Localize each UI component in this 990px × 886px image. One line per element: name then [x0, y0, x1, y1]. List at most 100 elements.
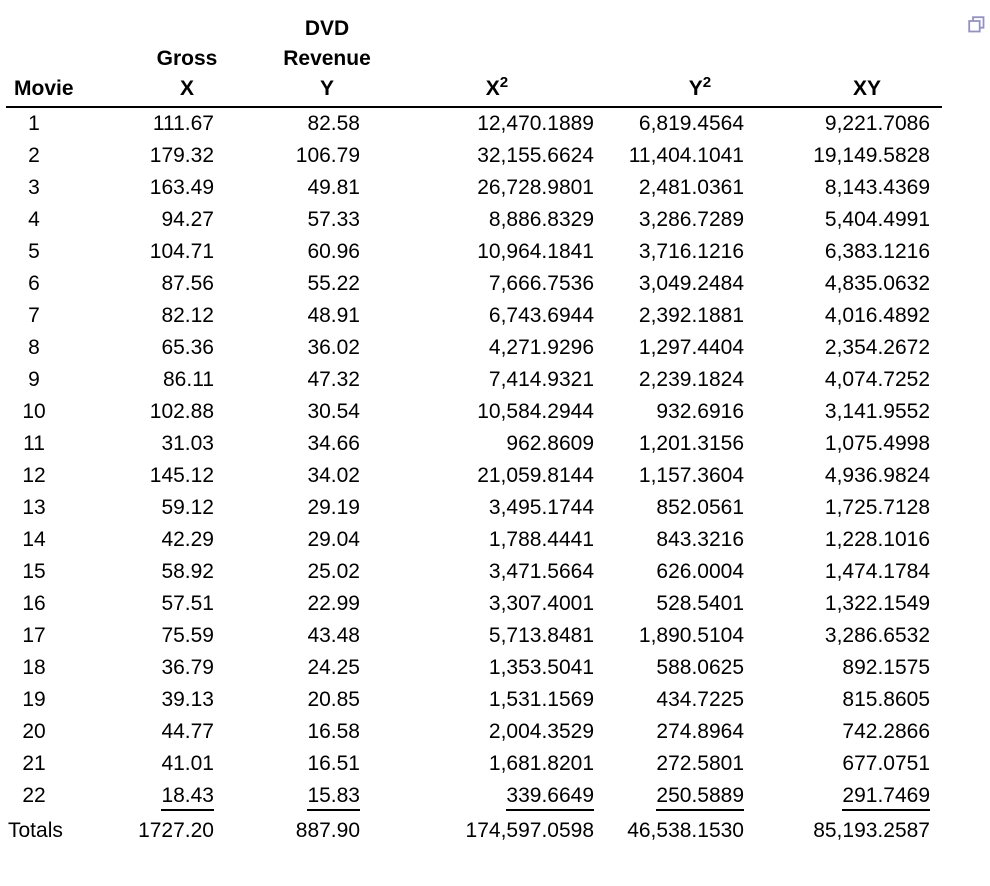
cell-value: 14 [22, 528, 46, 551]
cell-value: 57.51 [161, 592, 214, 615]
movie-number-cell: 9 [6, 364, 98, 396]
cell-value: 30.54 [307, 400, 360, 423]
x-squared-sup: 2 [499, 74, 509, 91]
totals-xy-value: 85,193.2587 [813, 819, 930, 842]
cell-value: 932.6916 [656, 400, 744, 423]
movie-number-cell: 3 [6, 172, 98, 204]
cell-value: 36.02 [307, 336, 360, 359]
cell-value: 18.43 [161, 782, 214, 811]
value-cell: 6,743.6944 [372, 300, 606, 332]
cell-value: 16.51 [307, 752, 360, 775]
value-cell: 20.85 [226, 684, 372, 716]
movie-number-cell: 12 [6, 460, 98, 492]
cell-value: 6,819.4564 [638, 112, 744, 135]
header-spacer [98, 14, 226, 44]
cell-value: 1,297.4404 [638, 336, 744, 359]
value-cell: 43.48 [226, 620, 372, 652]
col-header-y: Y [226, 74, 372, 108]
value-cell: 742.2866 [756, 716, 942, 748]
cell-value: 4,271.9296 [488, 336, 594, 359]
cell-value: 111.67 [152, 112, 214, 135]
cell-value: 8,886.8329 [488, 208, 594, 231]
cell-value: 12,470.1889 [477, 112, 594, 135]
cell-value: 10 [22, 400, 46, 423]
value-cell: 82.12 [98, 300, 226, 332]
value-cell: 34.66 [226, 428, 372, 460]
movie-number-cell: 13 [6, 492, 98, 524]
value-cell: 94.27 [98, 204, 226, 236]
cell-value: 19,149.5828 [813, 144, 930, 167]
value-cell: 39.13 [98, 684, 226, 716]
cell-value: 1,157.3604 [638, 464, 744, 487]
cell-value: 34.66 [307, 432, 360, 455]
table-row: 20 44.77 16.58 2,004.3529 274.8964 742.2866 [6, 716, 942, 748]
value-cell: 29.19 [226, 492, 372, 524]
cell-value: 1,788.4441 [488, 528, 594, 551]
movie-number-cell: 15 [6, 556, 98, 588]
cell-value: 3,716.1216 [638, 240, 744, 263]
value-cell: 3,141.9552 [756, 396, 942, 428]
value-cell: 8,886.8329 [372, 204, 606, 236]
cell-value: 82.58 [307, 112, 360, 135]
cell-value: 588.0625 [656, 656, 744, 679]
value-cell: 7,414.9321 [372, 364, 606, 396]
value-cell: 1,788.4441 [372, 524, 606, 556]
totals-x-value: 1727.20 [138, 819, 214, 842]
table-row: 15 58.92 25.02 3,471.5664 626.0004 1,474.1784 [6, 556, 942, 588]
restore-window-icon[interactable] [968, 16, 985, 33]
cell-value: 11 [23, 432, 45, 455]
value-cell: 59.12 [98, 492, 226, 524]
table-footer: Totals 1727.20 887.90 174,597.0598 46,53… [6, 812, 942, 846]
table-row: 13 59.12 29.19 3,495.1744 852.0561 1,725.7128 [6, 492, 942, 524]
cell-value: 3,049.2484 [638, 272, 744, 295]
cell-value: 1,201.3156 [638, 432, 744, 455]
value-cell: 145.12 [98, 460, 226, 492]
cell-value: 843.3216 [656, 528, 744, 551]
cell-value: 4,835.0632 [824, 272, 930, 295]
cell-value: 39.13 [161, 688, 214, 711]
value-cell: 19,149.5828 [756, 140, 942, 172]
value-cell: 44.77 [98, 716, 226, 748]
value-cell: 852.0561 [606, 492, 756, 524]
cell-value: 87.56 [161, 272, 214, 295]
value-cell: 2,239.1824 [606, 364, 756, 396]
cell-value: 75.59 [161, 624, 214, 647]
cell-value: 626.0004 [656, 560, 744, 583]
cell-value: 102.88 [149, 400, 214, 423]
value-cell: 12,470.1889 [372, 107, 606, 140]
value-cell: 1,075.4998 [756, 428, 942, 460]
cell-value: 339.6649 [506, 782, 594, 811]
cell-value: 2,239.1824 [638, 368, 744, 391]
value-cell: 57.51 [98, 588, 226, 620]
table-row: 8 65.36 36.02 4,271.9296 1,297.4404 2,354.267… [6, 332, 942, 364]
value-cell: 36.79 [98, 652, 226, 684]
cell-value: 19 [22, 688, 46, 711]
value-cell: 42.29 [98, 524, 226, 556]
table-row: 3 163.49 49.81 26,728.9801 2,481.0361 8,143.4… [6, 172, 942, 204]
cell-value: 1,075.4998 [824, 432, 930, 455]
value-cell: 24.25 [226, 652, 372, 684]
table-row: 16 57.51 22.99 3,307.4001 528.5401 1,322.1549 [6, 588, 942, 620]
cell-value: 9 [28, 368, 40, 391]
value-cell: 104.71 [98, 236, 226, 268]
table-row: 10 102.88 30.54 10,584.2944 932.6916 3,141.95… [6, 396, 942, 428]
cell-value: 5 [28, 240, 40, 263]
cell-value: 4 [28, 208, 40, 231]
cell-value: 15 [22, 560, 46, 583]
cell-value: 17 [22, 624, 46, 647]
totals-x-squared-value: 174,597.0598 [465, 819, 594, 842]
value-cell: 4,936.9824 [756, 460, 942, 492]
cell-value: 1,890.5104 [638, 624, 744, 647]
movie-number-cell: 10 [6, 396, 98, 428]
cell-value: 31.03 [161, 432, 214, 455]
value-cell: 250.5889 [606, 780, 756, 812]
value-cell: 4,835.0632 [756, 268, 942, 300]
movie-number-cell: 16 [6, 588, 98, 620]
table-row: 14 42.29 29.04 1,788.4441 843.3216 1,228.1016 [6, 524, 942, 556]
cell-value: 48.91 [307, 304, 360, 327]
value-cell: 179.32 [98, 140, 226, 172]
value-cell: 3,049.2484 [606, 268, 756, 300]
x-squared-base: X [485, 77, 500, 100]
cell-value: 1,474.1784 [824, 560, 930, 583]
table-row: 7 82.12 48.91 6,743.6944 2,392.1881 4,016.489… [6, 300, 942, 332]
